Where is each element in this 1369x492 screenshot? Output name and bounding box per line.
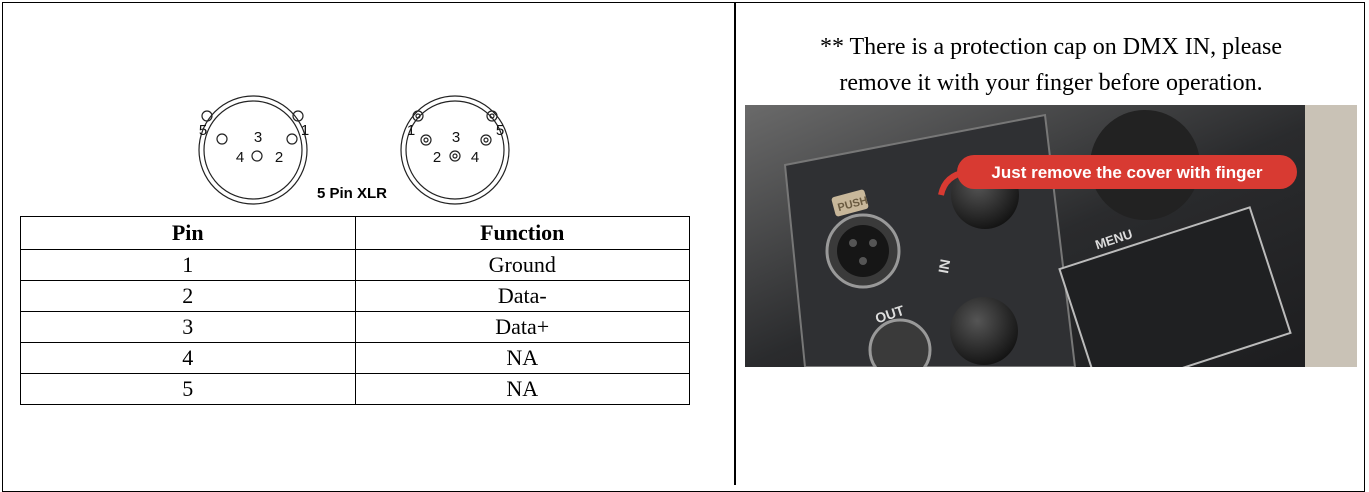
pin-label: 1 (301, 122, 309, 139)
note-line: remove it with your finger before operat… (839, 70, 1263, 96)
pin-label: 5 (199, 122, 207, 139)
callout: Just remove the cover with finger (991, 163, 1263, 182)
pin-label: 4 (471, 149, 479, 166)
table-cell: 5 (20, 373, 356, 405)
header-cell: Function (354, 216, 690, 250)
pin-label: 3 (452, 129, 460, 146)
pin-label: 2 (275, 149, 283, 166)
table-cell: NA (354, 342, 690, 374)
table-cell: Data+ (354, 311, 690, 343)
table-cell: Ground (354, 249, 690, 281)
pin-label: 1 (407, 122, 415, 139)
pin-label: 5 (496, 122, 504, 139)
table-row: 1 Ground (20, 249, 690, 281)
table-cell: 1 (20, 249, 356, 281)
header-cell: Pin (20, 216, 356, 250)
xlr-diagram: 5 1 3 4 2 1 5 3 2 4 5 Pin XLR (198, 95, 510, 205)
divider (734, 2, 736, 485)
note-line: ** There is a protection cap on DMX IN, … (819, 34, 1283, 60)
table-row: 5 NA (20, 373, 690, 405)
photo-label: IN (935, 258, 953, 275)
pin-label: 2 (433, 149, 441, 166)
table-row: 2 Data- (20, 280, 690, 312)
table-cell: Data- (354, 280, 690, 312)
table-row: 4 NA (20, 342, 690, 374)
table-row: 3 Data+ (20, 311, 690, 343)
table-cell: NA (354, 373, 690, 405)
table-cell: 3 (20, 311, 356, 343)
table-cell: 2 (20, 280, 356, 312)
pin-table: Pin Function 1 Ground 2 Data- 3 Data+ 4 NA 5 NA (20, 216, 690, 405)
pin-label: 4 (236, 149, 244, 166)
table-cell: 4 (20, 342, 356, 374)
photo: Just remove the cover with finger PUSH I… (745, 105, 1357, 367)
diagram-caption: 5 Pin XLR (317, 185, 387, 202)
pin-label: 3 (254, 129, 262, 146)
